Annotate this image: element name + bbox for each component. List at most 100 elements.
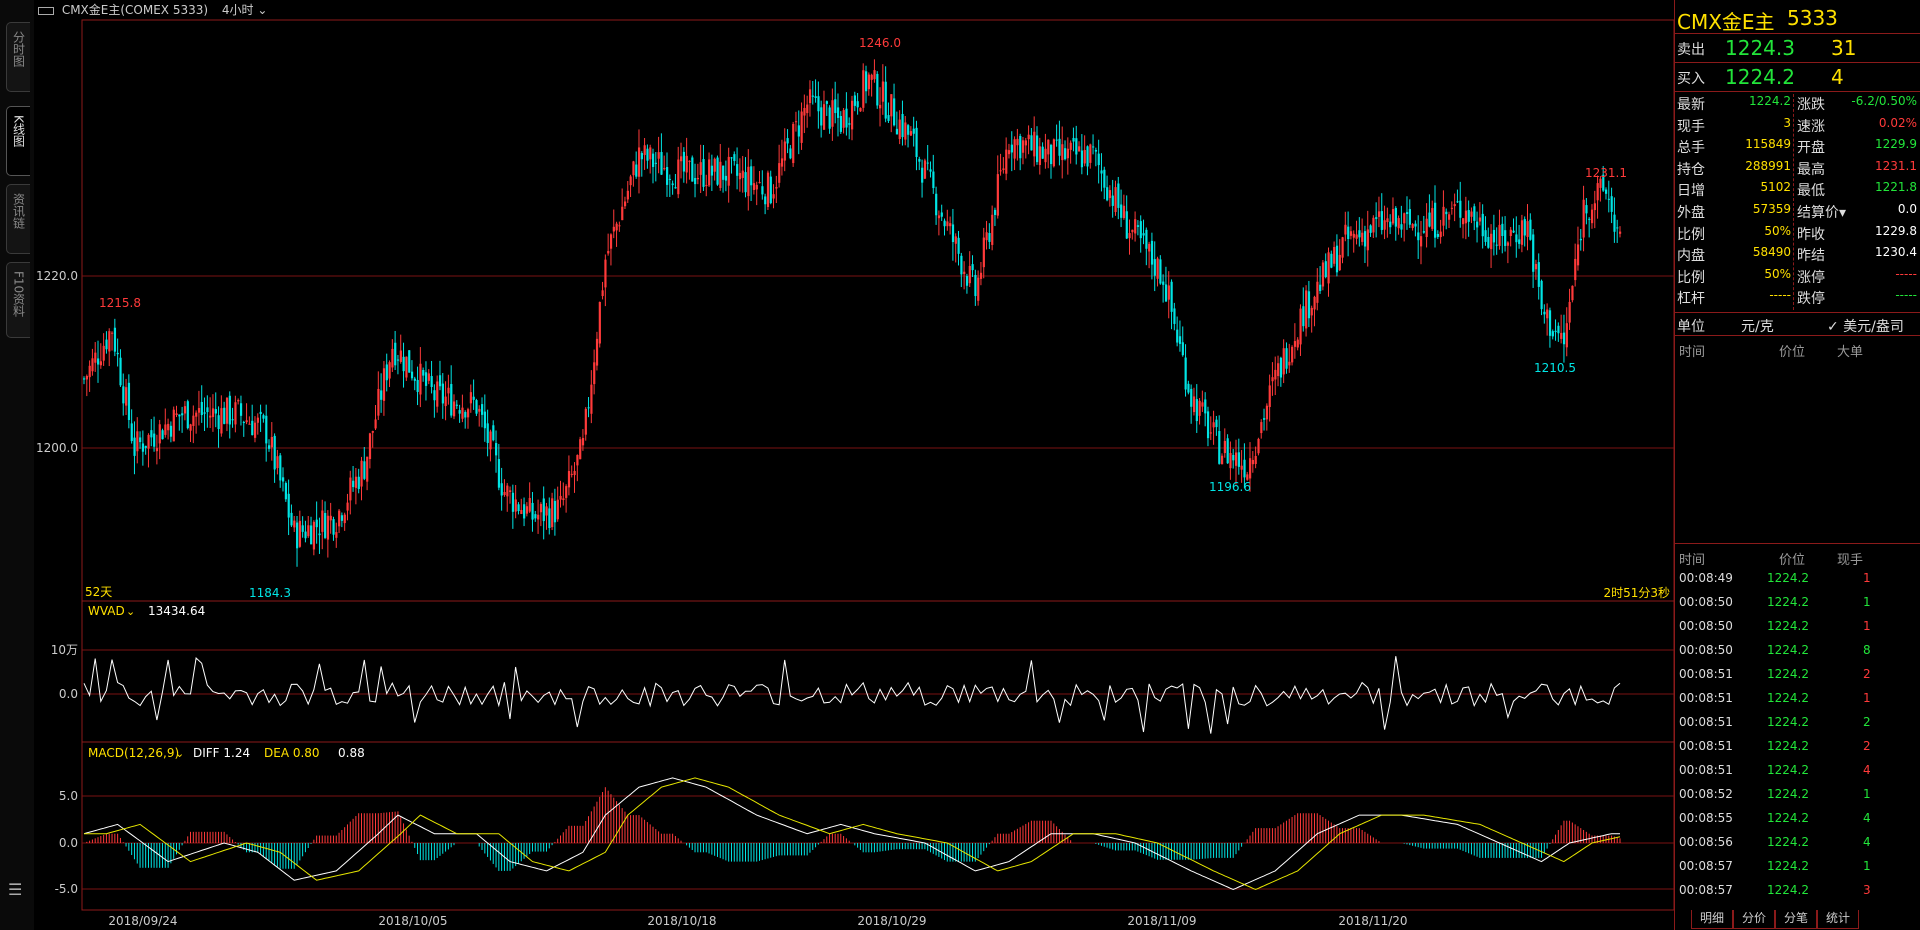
candle-body xyxy=(1027,134,1030,140)
candle-body xyxy=(203,412,206,414)
candle-body xyxy=(1518,239,1521,244)
candle-body xyxy=(856,101,859,108)
candle-body xyxy=(1571,285,1574,301)
candle-body xyxy=(256,417,259,423)
candle-body xyxy=(1002,168,1005,170)
stat-label: 杠杆 xyxy=(1677,291,1705,308)
candle-body xyxy=(444,396,447,407)
candle-body xyxy=(915,127,918,157)
candle-body xyxy=(1400,224,1403,230)
candle-body xyxy=(116,352,119,355)
tab-news[interactable]: 资讯链 xyxy=(6,184,30,254)
tick-price: 1224.2 xyxy=(1767,763,1809,777)
candle-body xyxy=(1134,219,1137,234)
candle-body xyxy=(1439,231,1442,238)
tick-row: 00:08:51 1224.2 2 xyxy=(1675,712,1920,736)
candle-body xyxy=(1352,233,1355,238)
tab-per-trade[interactable]: 分笔 xyxy=(1775,910,1817,929)
candle-body xyxy=(419,363,422,395)
kline-chart[interactable]: 1220.0 1200.0 10万 0.0 5.0 0.0 -5.0 1246.… xyxy=(0,0,1674,930)
window-icon[interactable] xyxy=(38,6,54,15)
tick-price: 1224.2 xyxy=(1767,571,1809,585)
candle-body xyxy=(492,425,495,441)
stat-value: 1231.1 xyxy=(1875,158,1917,173)
candle-body xyxy=(691,157,694,182)
candle-body xyxy=(430,376,433,387)
candle-body xyxy=(1164,284,1168,302)
candle-body xyxy=(1277,363,1280,377)
candle-body xyxy=(189,424,192,431)
candle-body xyxy=(999,170,1002,172)
tab-kline[interactable]: K线图 xyxy=(6,106,30,176)
candle-body xyxy=(130,423,133,442)
candle-body xyxy=(545,506,548,516)
candle-body xyxy=(562,498,565,501)
period-selector[interactable]: 4小时 ⌄ xyxy=(222,3,268,17)
tab-details[interactable]: 明细 xyxy=(1691,910,1733,929)
tab-price-breakdown[interactable]: 分价 xyxy=(1733,910,1775,929)
candle-body xyxy=(828,107,831,129)
tick-time: 00:08:51 xyxy=(1679,667,1733,681)
wvad-chevron-icon[interactable]: ⌄ xyxy=(126,605,135,618)
candle-body xyxy=(607,250,610,254)
macd-chevron-icon[interactable]: ⌄ xyxy=(175,747,184,760)
candle-body xyxy=(783,141,786,161)
tab-f10[interactable]: F10资料 xyxy=(6,262,30,338)
menu-list-icon[interactable]: ☰ xyxy=(8,880,23,899)
candle-body xyxy=(907,125,910,135)
candle-body xyxy=(1498,224,1501,246)
candle-body xyxy=(696,177,700,180)
candle-body xyxy=(890,94,893,117)
candle-body xyxy=(416,379,419,392)
candle-body xyxy=(1341,237,1344,258)
candle-body xyxy=(1551,331,1554,337)
unit-usd-option[interactable]: ✓ 美元/盎司 xyxy=(1827,319,1904,335)
stat-label: 最低 xyxy=(1797,183,1825,200)
candle-body xyxy=(909,131,913,136)
candle-body xyxy=(800,111,803,143)
candle-body xyxy=(1106,187,1109,201)
tick-price: 1224.2 xyxy=(1767,619,1809,633)
unit-cny-option[interactable]: 元/克 xyxy=(1741,319,1774,335)
candle-body xyxy=(1389,221,1392,228)
candle-body xyxy=(287,493,290,518)
candle-body xyxy=(436,381,439,407)
instrument-title[interactable]: CMX金E主(COMEX 5333) xyxy=(61,3,209,17)
candle-body xyxy=(102,345,105,361)
candle-body xyxy=(730,157,733,159)
tick-row: 00:08:56 1224.2 4 xyxy=(1675,832,1920,856)
wvad-indicator-label[interactable]: WVAD xyxy=(88,604,125,618)
candle-body xyxy=(343,514,346,524)
candlestick-series xyxy=(83,59,1622,567)
candle-body xyxy=(688,160,691,162)
tab-kline-label: K线图 xyxy=(11,115,26,147)
candle-body xyxy=(651,153,655,167)
macd-indicator-label[interactable]: MACD(12,26,9) xyxy=(88,746,179,760)
candle-body xyxy=(248,423,251,425)
tick-time: 00:08:50 xyxy=(1679,643,1733,657)
candle-body xyxy=(584,408,587,435)
candle-body xyxy=(1170,281,1173,312)
chart-frame xyxy=(81,19,1674,911)
tick-row: 00:08:52 1224.2 1 xyxy=(1675,784,1920,808)
candle-body xyxy=(1512,230,1515,233)
candle-body xyxy=(626,190,629,200)
candle-body xyxy=(503,491,506,496)
candle-body xyxy=(1377,211,1381,217)
tick-qty: 8 xyxy=(1863,643,1871,657)
candle-body xyxy=(363,461,366,479)
stat-label: 开盘 xyxy=(1797,140,1825,157)
candle-body xyxy=(570,473,573,475)
bigorder-header-big: 大单 xyxy=(1837,345,1864,360)
stat-label: 比例 xyxy=(1677,269,1705,286)
tab-statistics[interactable]: 统计 xyxy=(1817,910,1859,929)
candle-body xyxy=(789,148,792,159)
candle-body xyxy=(1086,146,1089,167)
candle-body xyxy=(772,194,775,199)
candle-body xyxy=(898,119,901,139)
candle-body xyxy=(483,411,487,429)
candle-body xyxy=(1007,150,1011,155)
candle-body xyxy=(371,431,374,433)
tick-price: 1224.2 xyxy=(1767,811,1809,825)
tab-intraday[interactable]: 分时图 xyxy=(6,22,30,92)
